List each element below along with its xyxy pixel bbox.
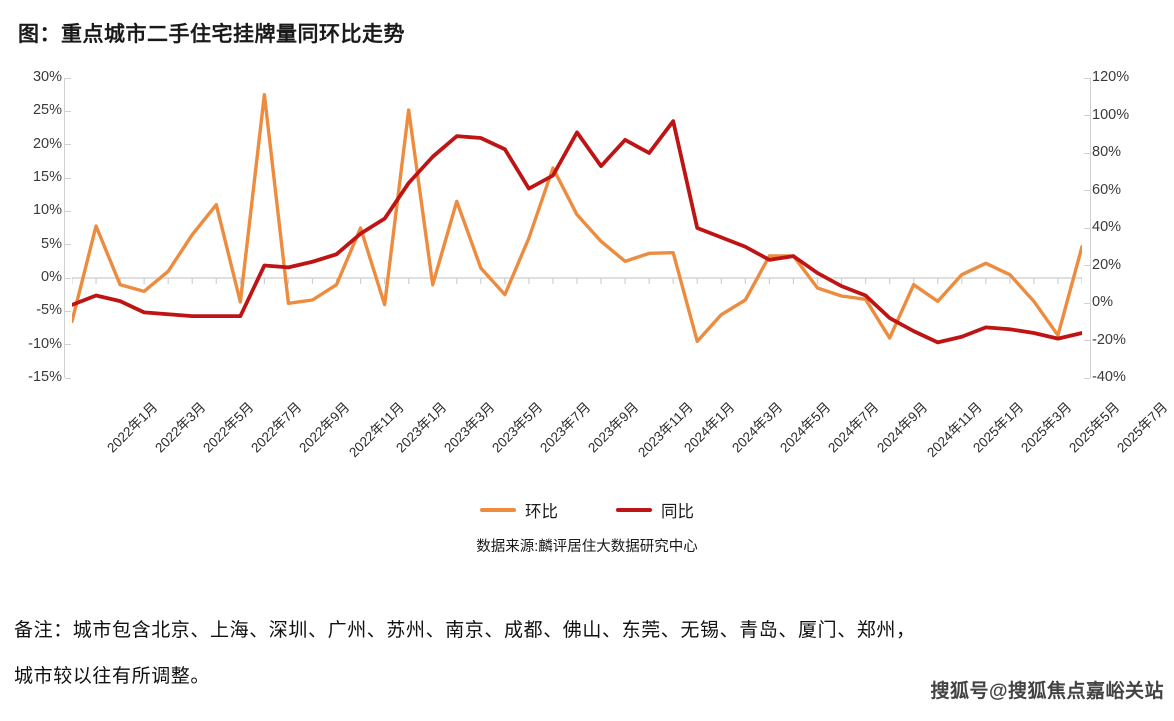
axis-tick-mark	[1084, 77, 1090, 79]
x-axis-tick-label: 2023年7月	[537, 399, 594, 456]
series-line-yoy	[72, 119, 1082, 345]
axis-tick-mark	[65, 144, 71, 146]
legend-item-mom: 环比	[480, 498, 558, 522]
footer-note-line-1: 备注：城市包含北京、上海、深圳、广州、苏州、南京、成都、佛山、东莞、无锡、青岛、…	[14, 620, 916, 641]
x-axis-tick-label: 2023年5月	[488, 399, 546, 456]
axis-tick-mark	[65, 377, 71, 379]
footer-note-line-2: 城市较以往有所调整。	[14, 666, 211, 687]
x-axis-tick-label: 2022年7月	[248, 399, 305, 456]
x-axis-tick-label: 2022年9月	[296, 399, 353, 456]
axis-tick-mark	[65, 344, 71, 346]
chart-svg	[72, 92, 1082, 345]
left-axis-tick-label: 5%	[41, 235, 62, 252]
right-axis-tick-label: 0%	[1092, 294, 1113, 310]
axis-tick-mark	[1084, 302, 1090, 304]
x-axis-tick-label: 2024年7月	[825, 399, 882, 456]
footer-note: 备注：城市包含北京、上海、深圳、广州、苏州、南京、成都、佛山、东莞、无锡、青岛、…	[14, 608, 1164, 700]
axis-tick-mark	[1084, 265, 1090, 266]
x-axis-labels: 2022年1月 2022年3月 2022年5月 2022年7月 2022年9月 2022年…	[0, 398, 1174, 498]
left-axis-spine	[64, 78, 65, 378]
left-axis-tick-label: -10%	[28, 335, 62, 352]
right-axis-spine	[1090, 78, 1091, 378]
legend-label-yoy: 同比	[661, 503, 694, 521]
right-axis-tick-label: 120%	[1092, 69, 1130, 85]
axis-tick-mark	[1084, 340, 1090, 341]
chart-legend: 环比 同比	[0, 498, 1174, 522]
right-axis-tick-label: 100%	[1092, 106, 1130, 123]
right-axis-tick-label: -20%	[1092, 331, 1126, 348]
axis-tick-mark	[65, 77, 71, 79]
axis-tick-mark	[1084, 115, 1090, 116]
right-axis-tick-label: 40%	[1092, 219, 1122, 235]
legend-label-mom: 环比	[525, 503, 558, 521]
x-axis-tick-label: 2025年5月	[1066, 399, 1123, 456]
x-axis-tick-label: 2022年5月	[200, 399, 257, 456]
right-axis-tick-label: 60%	[1092, 181, 1122, 198]
x-axis-tick-label: 2024年5月	[777, 399, 834, 456]
left-axis-tick-label: 15%	[32, 169, 62, 185]
axis-tick-mark	[1084, 152, 1090, 154]
x-axis-tick-label: 2022年1月	[104, 399, 161, 456]
x-axis-tick-label: 2024年9月	[873, 399, 930, 456]
right-axis-tick-label: -40%	[1092, 369, 1126, 385]
x-axis-tick-label: 2023年3月	[440, 399, 498, 456]
left-axis-tick-label: -5%	[36, 302, 62, 319]
axis-tick-mark	[1084, 190, 1090, 191]
x-axis-tick-label: 2023年9月	[585, 399, 642, 456]
left-axis-tick-label: 10%	[32, 202, 62, 219]
left-axis-tick-label: 25%	[32, 102, 62, 119]
right-axis-tick-label: 20%	[1092, 256, 1122, 273]
axis-tick-mark	[1084, 377, 1090, 379]
axis-tick-mark	[1084, 227, 1090, 229]
axis-tick-mark	[65, 310, 71, 312]
data-source-caption: 数据来源:麟评居住大数据研究中心	[476, 539, 698, 555]
axis-tick-mark	[65, 177, 71, 179]
left-axis-tick-label: 0%	[41, 269, 62, 285]
axis-ticks	[72, 278, 1082, 284]
axis-tick-mark	[65, 210, 71, 212]
left-axis-tick-label: 20%	[32, 135, 62, 152]
left-axis-tick-label: 30%	[32, 69, 62, 85]
watermark-text: 搜狐号@搜狐焦点嘉峪关站	[930, 681, 1164, 702]
right-axis-tick-label: 80%	[1092, 144, 1122, 160]
x-axis-tick-label: 2025年7月	[1114, 399, 1171, 456]
chart-container: 30% 25% 20% 15% 10% 5% 0% -5% -10% -15% 120% 100% 8…	[0, 60, 1174, 400]
page-title: 图：重点城市二手住宅挂牌量同环比走势	[18, 23, 405, 46]
axis-tick-mark	[65, 110, 71, 112]
x-axis-tick-label: 2022年3月	[152, 399, 209, 456]
axis-tick-mark	[65, 277, 71, 279]
legend-swatch-yoy	[616, 508, 652, 512]
axis-tick-mark	[65, 244, 71, 246]
x-axis-tick-label: 2025年3月	[1017, 399, 1075, 456]
plot-area	[64, 77, 1091, 379]
legend-item-yoy: 同比	[616, 498, 694, 522]
legend-swatch-mom	[480, 508, 516, 512]
x-axis-tick-label: 2024年3月	[729, 399, 786, 456]
left-axis-tick-label: -15%	[28, 369, 62, 385]
series-line-mom	[72, 92, 1082, 344]
